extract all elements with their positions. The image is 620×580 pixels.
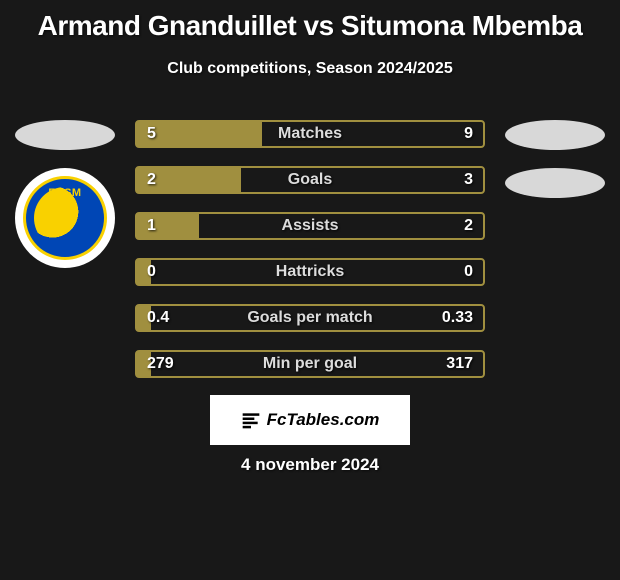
stat-row: 5 9 Matches [135,120,485,148]
left-player-photo-placeholder [15,120,115,150]
stat-row: 2 3 Goals [135,166,485,194]
stat-value-left: 1 [147,217,156,235]
stat-value-left: 279 [147,355,174,373]
stat-row: 0 0 Hattricks [135,258,485,286]
stat-row: 1 2 Assists [135,212,485,240]
stat-label: Hattricks [276,263,344,281]
stat-label: Goals per match [247,309,372,327]
stat-value-left: 5 [147,125,156,143]
watermark: FcTables.com [210,395,410,445]
stat-value-left: 0.4 [147,309,169,327]
watermark-text: FcTables.com [267,410,380,430]
stats-area: 59Matches23Goals12Assists00Hattricks0.40… [135,120,485,396]
stat-value-left: 2 [147,171,156,189]
left-player-column: FCSM [10,120,120,268]
fcsm-badge-icon: FCSM [23,176,107,260]
stat-label: Min per goal [263,355,357,373]
stat-row: 279 317 Min per goal [135,350,485,378]
stat-label: Goals [288,171,332,189]
fctables-logo-icon [241,410,261,430]
subtitle: Club competitions, Season 2024/2025 [0,60,620,78]
stat-value-right: 3 [464,171,473,189]
right-club-badge-placeholder [505,168,605,198]
fcsm-badge-text: FCSM [48,187,81,199]
stat-value-right: 317 [446,355,473,373]
stat-value-right: 0 [464,263,473,281]
stat-value-right: 2 [464,217,473,235]
right-player-photo-placeholder [505,120,605,150]
stat-row: 0.4 0.33 Goals per match [135,304,485,332]
stat-label: Assists [282,217,339,235]
page-title: Armand Gnanduillet vs Situmona Mbemba [0,0,620,42]
stat-label: Matches [278,125,342,143]
left-club-badge: FCSM [15,168,115,268]
stat-value-right: 9 [464,125,473,143]
right-player-column [500,120,610,216]
stat-value-right: 0.33 [442,309,473,327]
stat-value-left: 0 [147,263,156,281]
date: 4 november 2024 [241,455,379,475]
